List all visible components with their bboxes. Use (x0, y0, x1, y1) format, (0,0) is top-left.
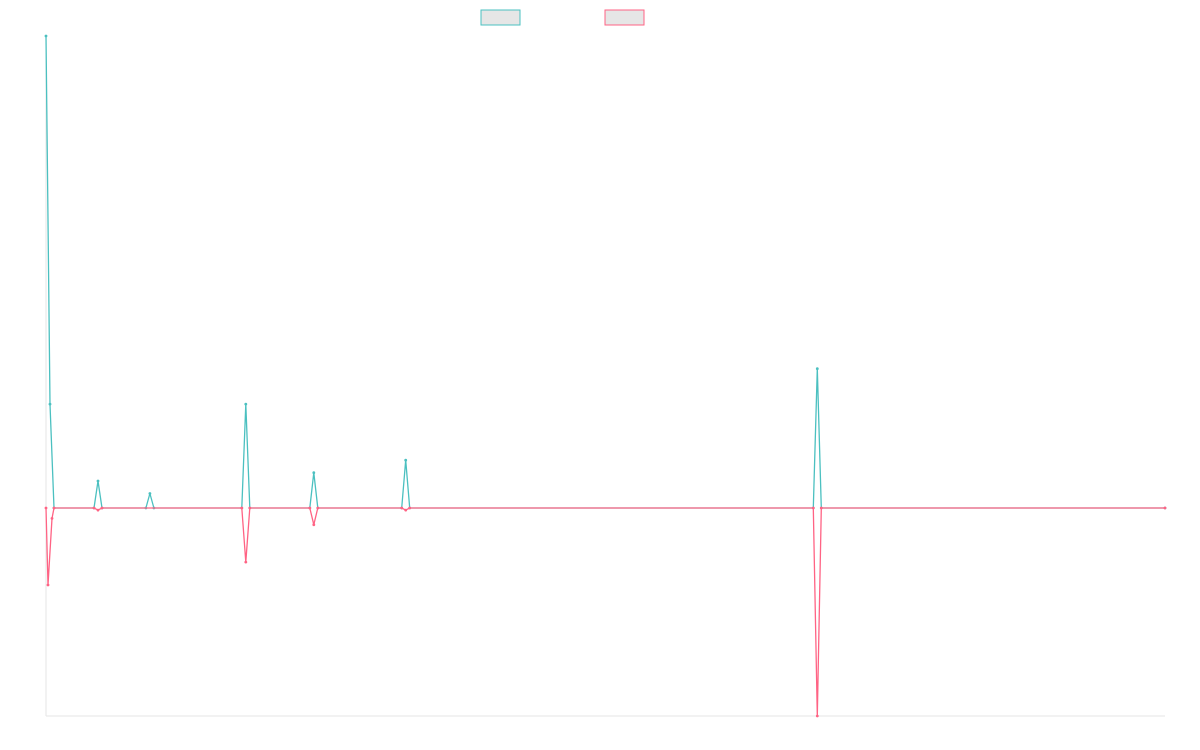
series-line-2 (45, 507, 1165, 717)
series-layer (44, 34, 1167, 718)
legend (480, 9, 645, 26)
series-2-point-12 (316, 506, 320, 510)
series-1-point-4 (96, 479, 100, 483)
series-2-point-11 (312, 523, 316, 527)
series-2-point-8 (244, 560, 248, 564)
series-2-point-18 (819, 506, 823, 510)
series-1-point-10 (244, 402, 248, 406)
series-2-point-19 (1163, 506, 1167, 510)
series-1-point-0 (44, 34, 48, 38)
legend-swatch-2[interactable] (604, 9, 645, 26)
series-1-point-16 (404, 458, 408, 462)
series-2-point-5 (96, 508, 100, 512)
series-1-point-13 (312, 471, 316, 475)
series-2-point-14 (404, 508, 408, 512)
series-1-point-19 (815, 367, 819, 371)
series-2-point-3 (52, 506, 56, 510)
series-2-point-17 (815, 714, 819, 718)
series-line-1 (45, 35, 1165, 509)
legend-swatch-1[interactable] (480, 9, 521, 26)
series-2-point-7 (240, 506, 244, 510)
series-2-point-4 (92, 506, 96, 510)
series-1-point-1 (48, 402, 52, 406)
series-1-point-7 (148, 492, 152, 495)
series-2-point-6 (100, 506, 104, 510)
series-2-point-1 (46, 583, 50, 587)
series-2-point-13 (400, 506, 404, 510)
series-2-point-9 (248, 506, 252, 510)
series-2-point-16 (811, 506, 815, 510)
series-2-point-2 (50, 517, 54, 520)
series-2-point-10 (308, 506, 312, 510)
series-2-point-15 (408, 506, 412, 510)
series-2-point-0 (44, 506, 48, 510)
